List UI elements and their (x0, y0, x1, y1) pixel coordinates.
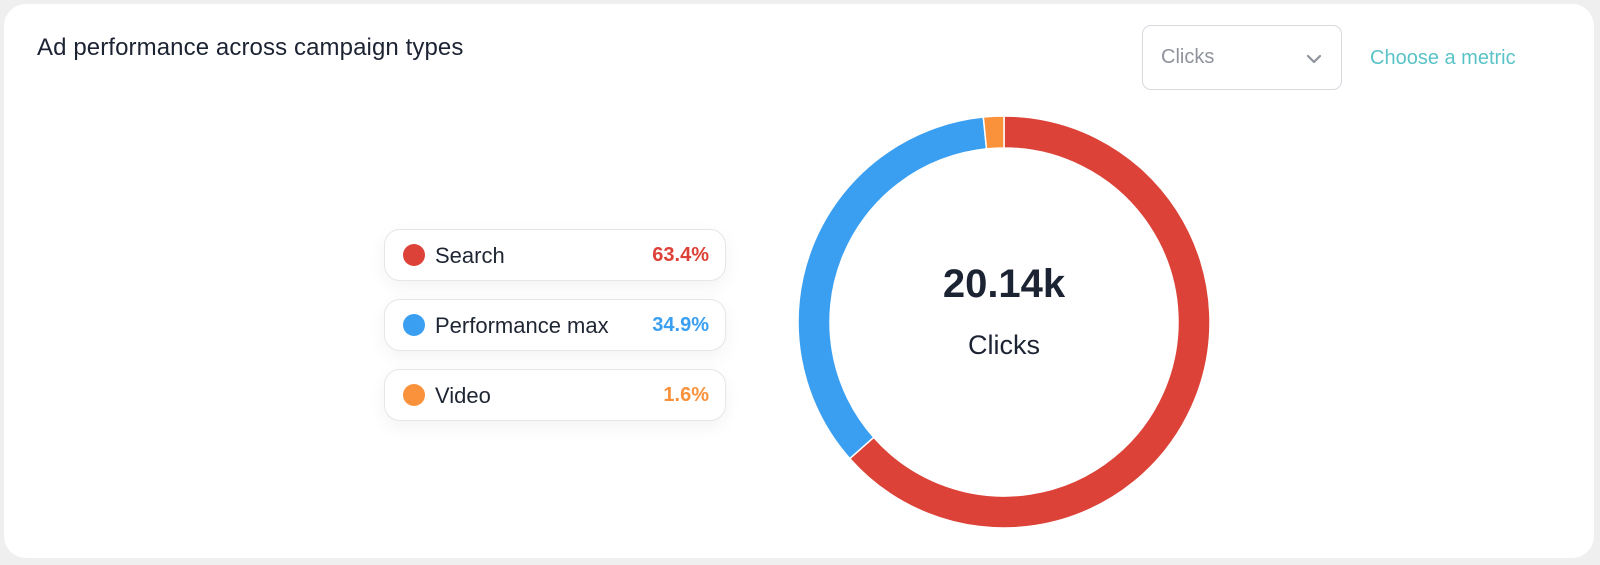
legend-item: Performance max 34.9% (384, 299, 726, 351)
choose-metric-link[interactable]: Choose a metric (1370, 47, 1516, 69)
donut-chart: 20.14k Clicks (794, 112, 1214, 532)
metric-select-value: Clicks (1161, 46, 1215, 68)
legend-dot-icon (403, 384, 425, 406)
legend-item: Video 1.6% (384, 369, 726, 421)
legend-item-name: Performance max (435, 313, 609, 338)
donut-slice (982, 115, 1005, 150)
legend-dot-icon (403, 314, 425, 336)
chevron-down-icon (1306, 54, 1322, 64)
donut-slice (848, 115, 1211, 529)
legend-item: Search 63.4% (384, 229, 726, 281)
donut-center-value: 20.14k (942, 262, 1066, 306)
chart-card: Ad performance across campaign types Cli… (4, 4, 1594, 558)
donut-svg (797, 115, 1211, 529)
legend-item-percent: 1.6% (663, 384, 709, 406)
donut-center-label: Clicks (968, 330, 1040, 360)
legend-item-name: Video (435, 383, 491, 408)
legend-dot-icon (403, 244, 425, 266)
chart-title: Ad performance across campaign types (37, 34, 464, 61)
chart-legend: Search 63.4% Performance max 34.9% Video 1.6% (384, 229, 726, 439)
metric-select[interactable]: Clicks (1142, 25, 1342, 90)
legend-item-percent: 34.9% (652, 314, 709, 336)
legend-item-percent: 63.4% (652, 244, 709, 266)
legend-item-name: Search (435, 243, 505, 268)
